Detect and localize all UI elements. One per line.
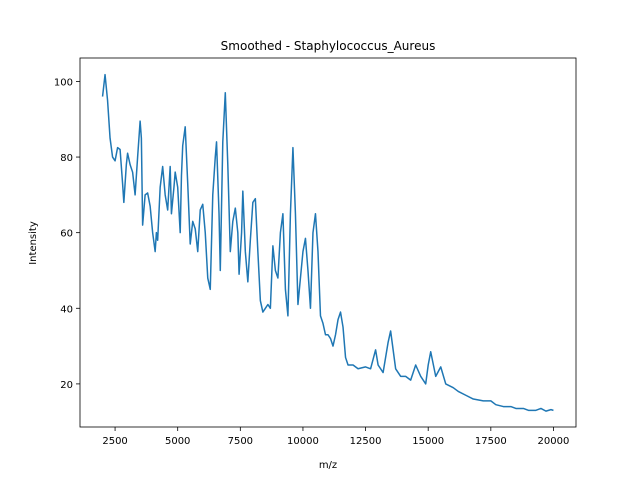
plot-frame — [79, 57, 577, 428]
y-tick-label: 80 — [60, 153, 73, 164]
y-axis-label: Intensity — [28, 221, 39, 265]
x-tick-label: 7500 — [228, 436, 253, 447]
y-tick-label: 60 — [60, 229, 73, 240]
x-tick-label: 2500 — [102, 436, 127, 447]
x-tick-label: 20000 — [538, 436, 570, 447]
chart-title: Smoothed - Staphylococcus_Aureus — [221, 39, 436, 53]
x-tick-label: 5000 — [165, 436, 190, 447]
x-axis-label: m/z — [319, 460, 337, 471]
data-line — [101, 73, 554, 412]
y-tick-label: 100 — [54, 77, 73, 88]
x-tick-label: 17500 — [475, 436, 507, 447]
x-tick-label: 12500 — [350, 436, 382, 447]
y-tick-label: 40 — [60, 304, 73, 315]
x-tick-label: 15000 — [412, 436, 444, 447]
y-tick-label: 20 — [60, 380, 73, 391]
x-tick-label: 10000 — [287, 436, 319, 447]
